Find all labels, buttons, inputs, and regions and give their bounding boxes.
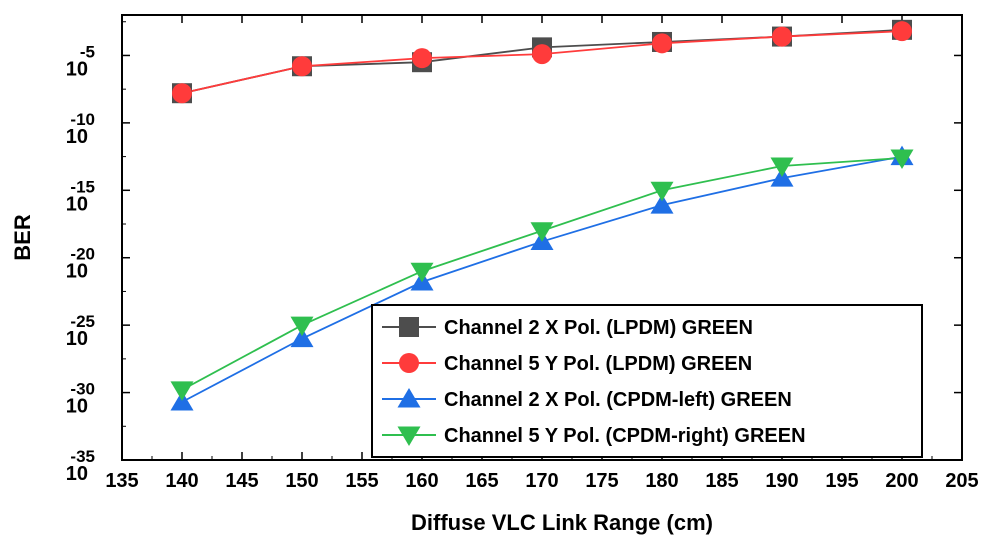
legend-label: Channel 2 X Pol. (LPDM) GREEN xyxy=(444,317,753,339)
data-point-series-4 xyxy=(530,222,554,242)
y-tick-exponent: -5 xyxy=(80,42,95,61)
legend-item-2: Channel 5 Y Pol. (LPDM) GREEN xyxy=(382,353,752,375)
legend-marker xyxy=(399,353,419,373)
y-tick-exponent: -25 xyxy=(70,312,95,331)
x-tick-label: 150 xyxy=(285,470,318,492)
x-tick-label: 180 xyxy=(645,470,678,492)
y-tick-label: 10-10 xyxy=(66,110,95,148)
legend-label: Channel 2 X Pol. (CPDM-left) GREEN xyxy=(444,389,792,411)
legend-label: Channel 5 Y Pol. (LPDM) GREEN xyxy=(444,353,752,375)
data-point-series-2 xyxy=(172,83,192,104)
data-point-series-2 xyxy=(652,33,672,54)
series-markers xyxy=(170,19,914,411)
x-tick-label: 140 xyxy=(165,470,198,492)
x-tick-label: 145 xyxy=(225,470,258,492)
y-tick-exponent: -20 xyxy=(70,245,95,264)
y-tick-label: 10-5 xyxy=(66,42,95,80)
y-tick-base: 10 xyxy=(66,463,88,485)
y-tick-base: 10 xyxy=(66,126,88,148)
legend-item-1: Channel 2 X Pol. (LPDM) GREEN xyxy=(382,317,753,339)
data-point-series-2 xyxy=(532,44,552,65)
legend-label: Channel 5 Y Pol. (CPDM-right) GREEN xyxy=(444,425,806,447)
legend-marker xyxy=(399,317,419,337)
data-point-series-2 xyxy=(892,21,912,42)
data-point-series-2 xyxy=(772,26,792,47)
data-point-series-4 xyxy=(890,149,914,169)
data-point-series-3 xyxy=(650,194,674,214)
data-point-series-2 xyxy=(292,56,312,77)
x-tick-label: 200 xyxy=(885,470,918,492)
x-tick-label: 165 xyxy=(465,470,498,492)
legend-box xyxy=(371,304,923,458)
legend-marker xyxy=(397,426,421,446)
y-tick-label: 10-20 xyxy=(66,245,95,283)
data-point-series-4 xyxy=(770,157,794,178)
legend: Channel 2 X Pol. (LPDM) GREEN Channel 5 Y… xyxy=(371,304,923,458)
x-tick-label: 185 xyxy=(705,470,738,492)
y-axis-title: BER xyxy=(10,214,35,261)
y-tick-base: 10 xyxy=(66,396,88,418)
data-point-series-2 xyxy=(412,48,432,69)
y-tick-base: 10 xyxy=(66,328,88,350)
y-tick-exponent: -10 xyxy=(70,110,95,129)
y-tick-exponent: -35 xyxy=(70,447,95,466)
data-point-series-4 xyxy=(410,262,434,283)
x-tick-label: 155 xyxy=(345,470,378,492)
y-tick-base: 10 xyxy=(66,193,88,215)
y-tick-base: 10 xyxy=(66,261,88,283)
y-tick-label: 10-35 xyxy=(66,447,95,485)
tick-labels: 135 140 145 150 155 160 165 170 175 180 185 190 195 2… xyxy=(66,42,979,492)
x-tick-label: 135 xyxy=(105,470,138,492)
y-tick-label: 10-30 xyxy=(66,380,95,418)
y-tick-label: 10-25 xyxy=(66,312,95,350)
y-tick-exponent: -30 xyxy=(70,380,95,399)
x-tick-label: 175 xyxy=(585,470,618,492)
y-tick-base: 10 xyxy=(66,58,88,80)
x-axis-title: Diffuse VLC Link Range (cm) xyxy=(411,510,713,535)
legend-item-4: Channel 5 Y Pol. (CPDM-right) GREEN xyxy=(382,425,806,447)
x-tick-label: 190 xyxy=(765,470,798,492)
data-point-series-4 xyxy=(170,381,194,401)
data-point-series-3 xyxy=(290,327,314,348)
x-tick-label: 160 xyxy=(405,470,438,492)
x-tick-label: 195 xyxy=(825,470,858,492)
y-tick-exponent: -15 xyxy=(70,177,95,196)
data-point-series-4 xyxy=(290,316,314,337)
x-tick-label: 170 xyxy=(525,470,558,492)
data-point-series-4 xyxy=(650,181,674,202)
legend-marker xyxy=(397,388,421,408)
y-tick-label: 10-15 xyxy=(66,177,95,215)
legend-item-3: Channel 2 X Pol. (CPDM-left) GREEN xyxy=(382,388,792,411)
x-tick-label: 205 xyxy=(945,470,978,492)
